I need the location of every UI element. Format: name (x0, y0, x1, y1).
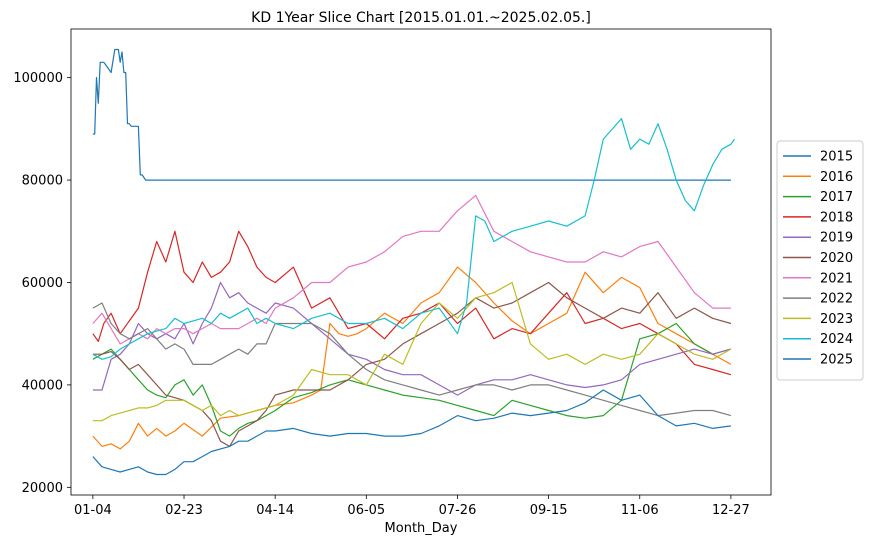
y-axis: 20000 40000 60000 80000 100000 (13, 71, 71, 496)
y-tick-label: 20000 (22, 481, 63, 496)
y-tick-label: 80000 (22, 174, 63, 189)
y-tick-label: 100000 (13, 71, 63, 86)
legend-box (776, 140, 864, 381)
x-tick-label: 09-15 (530, 503, 568, 518)
y-tick-label: 60000 (22, 276, 63, 291)
series-line-2016 (92, 266, 732, 450)
legend-label-2022: 2022 (820, 292, 853, 307)
x-axis: 01-04 02-23 04-14 06-05 07-26 09-15 11-06 12-27 (74, 495, 750, 518)
plot-lines (92, 48, 735, 476)
legend: 2015 2016 2017 2018 2019 2020 2021 2022 2023 2024… (776, 140, 864, 381)
chart-title: KD 1Year Slice Chart [2015.01.01.~2025.0… (251, 10, 591, 26)
plot-frame (70, 28, 772, 496)
x-tick-label: 04-14 (256, 503, 294, 518)
x-tick-label: 02-23 (165, 503, 203, 518)
legend-label-2017: 2017 (820, 190, 853, 205)
series-line-2015 (92, 48, 731, 181)
legend-label-2015: 2015 (820, 150, 853, 165)
series-line-2019 (92, 281, 732, 396)
series-line-2022 (92, 302, 732, 417)
y-tick-label: 40000 (22, 378, 63, 393)
legend-label-2020: 2020 (820, 251, 853, 266)
legend-label-2018: 2018 (820, 210, 853, 225)
series-line-2025 (92, 389, 731, 476)
series-line-2024 (92, 118, 735, 360)
x-tick-label: 01-04 (74, 503, 112, 518)
legend-label-2024: 2024 (820, 332, 853, 347)
series-line-2017 (92, 322, 732, 437)
legend-label-2021: 2021 (820, 271, 853, 286)
x-tick-label: 06-05 (347, 503, 385, 518)
legend-label-2023: 2023 (820, 312, 853, 327)
x-tick-label: 07-26 (439, 503, 477, 518)
legend-label-2019: 2019 (820, 231, 853, 246)
x-tick-label: 11-06 (621, 503, 659, 518)
series-line-2020 (92, 281, 732, 447)
legend-label-2016: 2016 (820, 170, 853, 185)
series-line-2021 (92, 194, 731, 345)
legend-label-2025: 2025 (820, 353, 853, 368)
x-axis-label: Month_Day (385, 521, 458, 536)
series-line-2018 (92, 230, 732, 376)
series-line-2023 (92, 281, 732, 422)
x-tick-label: 12-27 (712, 503, 750, 518)
